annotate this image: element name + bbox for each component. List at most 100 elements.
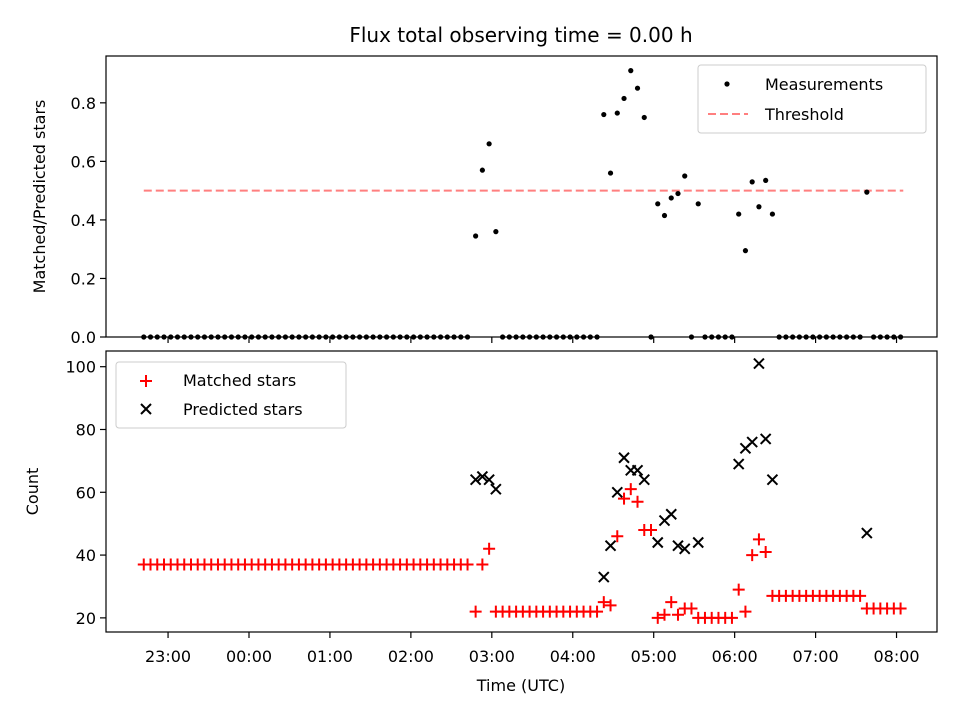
bottom-legend-box <box>115 361 347 429</box>
measurement-point <box>655 201 661 207</box>
measurement-point <box>601 111 607 118</box>
top-legend-box <box>697 64 927 134</box>
predicted-star-point <box>861 527 873 539</box>
measurement-point <box>493 229 499 235</box>
measurement-point <box>621 95 627 102</box>
matched-star-point <box>746 549 759 562</box>
measurement-point <box>742 248 749 254</box>
matched-star-point <box>611 530 624 543</box>
matched-star-point <box>597 596 610 609</box>
matched-star-point <box>604 599 617 612</box>
legend-matched-label: Matched stars <box>183 371 296 390</box>
matched-star-point <box>645 523 658 536</box>
matched-star-point <box>665 596 678 609</box>
matched-star-point <box>685 602 698 615</box>
bottom-legend: Matched stars Predicted stars <box>115 361 347 429</box>
predicted-star-point <box>753 357 765 370</box>
chart-title: Flux total observing time = 0.00 h <box>349 23 692 47</box>
bottom-y-axis-label: Count <box>23 468 42 516</box>
matched-star-point <box>461 558 474 571</box>
predicted-star-point <box>604 539 617 552</box>
matched-star-point <box>854 589 867 602</box>
predicted-star-point <box>469 474 482 486</box>
top-plot-frame <box>105 55 938 338</box>
matched-star-point <box>759 545 772 558</box>
x-axis-label: Time (UTC) <box>476 676 565 695</box>
x-tick-label-9: 08:00 <box>873 647 919 666</box>
x-tick-label-8: 07:00 <box>793 647 839 666</box>
matched-stars-points <box>137 483 907 624</box>
predicted-star-point <box>483 474 495 486</box>
legend-predicted-marker <box>140 403 152 415</box>
bottom-x-axis: 23:00 00:00 01:00 02:00 03:00 04:00 05:00 06:00… <box>145 632 920 666</box>
x-tick-label-0: 23:00 <box>145 647 191 666</box>
measurement-point <box>607 170 614 176</box>
measurement-point <box>756 204 762 210</box>
bottom-y-tick-label-3: 80 <box>76 420 96 439</box>
matched-star-point <box>483 542 496 555</box>
matched-star-point <box>469 605 482 618</box>
x-tick-label-2: 01:00 <box>307 647 353 666</box>
predicted-star-point <box>679 543 691 555</box>
measurement-point <box>695 201 701 207</box>
top-x-ticks <box>167 337 898 343</box>
predicted-stars-points <box>469 357 873 583</box>
predicted-star-point <box>611 486 623 498</box>
bottom-y-tick-label-1: 40 <box>76 546 96 565</box>
x-tick-label-6: 05:00 <box>631 647 677 666</box>
x-tick-label-3: 02:00 <box>388 647 434 666</box>
measurement-point <box>769 211 776 217</box>
measurement-point <box>675 190 681 197</box>
predicted-star-point <box>638 474 650 486</box>
predicted-star-point <box>746 436 758 448</box>
legend-measurements-marker <box>724 81 730 87</box>
measurement-point <box>682 173 688 179</box>
predicted-star-point <box>618 452 630 464</box>
predicted-star-point <box>490 483 502 495</box>
matched-star-point <box>476 558 489 571</box>
top-y-tick-label-1: 0.2 <box>71 269 96 288</box>
top-y-tick-label-2: 0.4 <box>71 211 96 230</box>
matched-star-point <box>624 483 637 496</box>
top-y-tick-label-4: 0.8 <box>71 94 96 113</box>
measurement-point <box>486 141 492 147</box>
top-y-tick-label-3: 0.6 <box>71 152 96 171</box>
matched-star-point <box>732 583 745 596</box>
top-panel: 0.00.20.40.60.8 Matched/Predicted stars … <box>30 55 938 347</box>
top-y-axis-label: Matched/Predicted stars <box>30 100 49 294</box>
bottom-plot-frame <box>105 350 938 633</box>
matched-star-point <box>671 608 684 621</box>
predicted-star-point <box>672 539 684 552</box>
matched-star-point <box>631 495 644 508</box>
bottom-y-tick-label-4: 100 <box>65 358 96 377</box>
matched-star-point <box>591 605 604 618</box>
measurement-point <box>614 110 620 116</box>
legend-measurements-label: Measurements <box>765 75 883 94</box>
matched-star-point <box>651 611 664 624</box>
matched-star-point <box>658 608 671 621</box>
predicted-star-point <box>476 470 489 483</box>
predicted-star-point <box>598 571 610 583</box>
matched-star-point <box>752 533 765 546</box>
predicted-star-point <box>652 536 664 549</box>
bottom-y-axis: 20 40 60 80 100 <box>65 358 106 628</box>
measurement-point <box>479 167 485 173</box>
measurement-points <box>141 68 904 340</box>
measurement-point <box>763 177 769 184</box>
predicted-star-point <box>631 464 644 477</box>
top-y-tick-label-0: 0.0 <box>71 328 96 347</box>
measurement-point <box>628 68 634 74</box>
bottom-y-tick-label-0: 20 <box>76 609 96 628</box>
predicted-star-point <box>692 536 704 549</box>
legend-matched-marker <box>140 375 152 387</box>
measurement-point <box>661 212 668 219</box>
matched-star-point <box>894 602 907 615</box>
predicted-star-point <box>759 433 772 445</box>
predicted-star-point <box>732 458 745 470</box>
bottom-panel: 20 40 60 80 100 23:00 00:00 01:00 02:00 03:00 04:… <box>23 350 938 695</box>
legend-threshold-label: Threshold <box>764 105 844 124</box>
x-tick-label-4: 03:00 <box>469 647 515 666</box>
measurement-point <box>668 195 674 201</box>
bottom-y-tick-label-2: 60 <box>76 483 96 502</box>
